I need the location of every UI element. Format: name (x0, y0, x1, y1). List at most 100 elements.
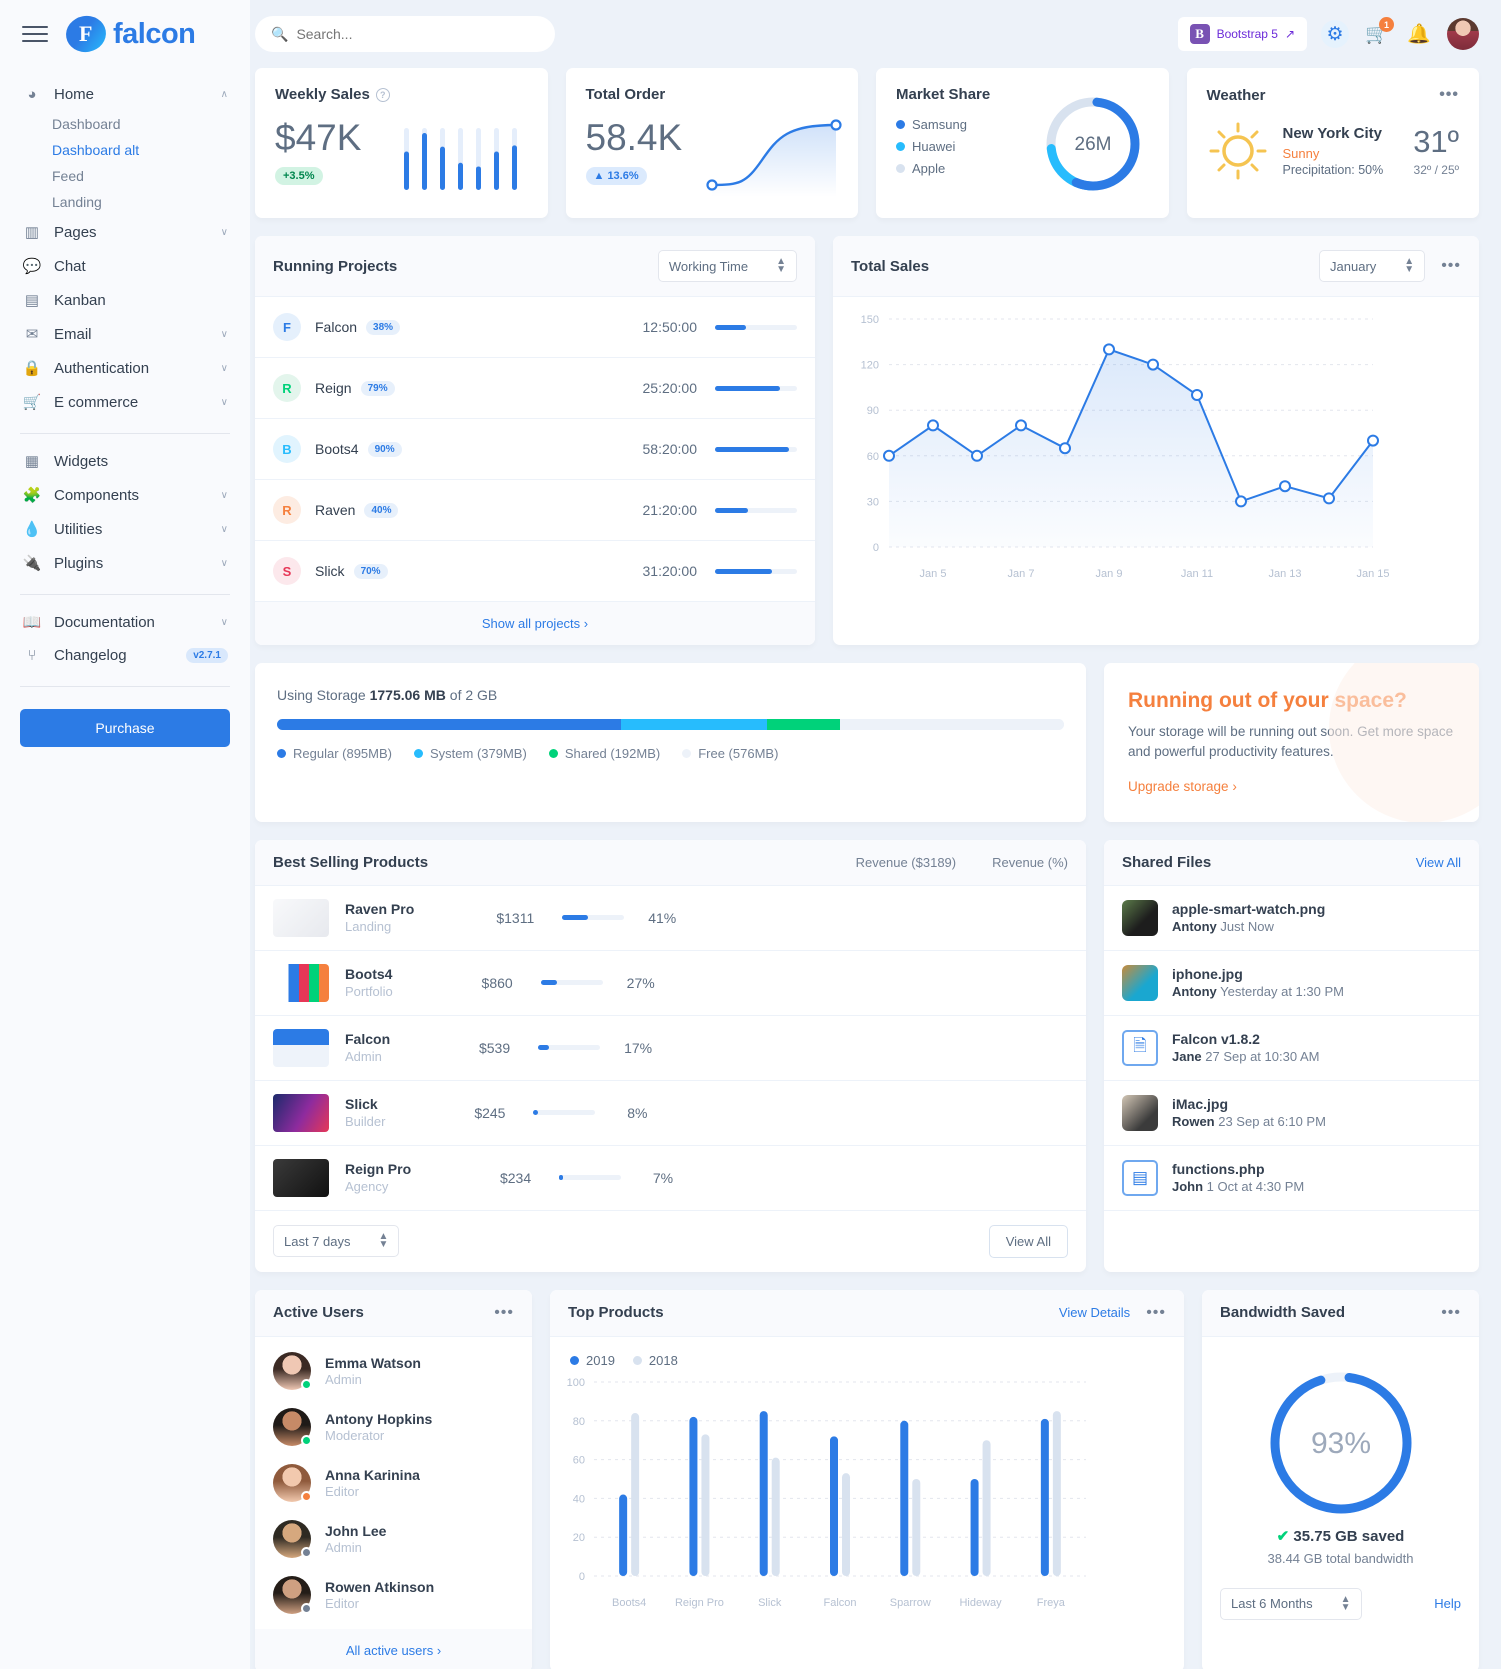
sidebar-item-ecommerce[interactable]: 🛒 E commerce ∨ (20, 385, 230, 419)
brand-logo[interactable]: F falcon (63, 12, 196, 56)
weather-body: New York City Sunny Precipitation: 50% 3… (1207, 120, 1459, 182)
running-projects-title: Running Projects (273, 257, 398, 275)
market-share-center: 26M (1074, 134, 1111, 155)
view-details-link[interactable]: View Details (1058, 1305, 1131, 1320)
month-select[interactable]: January ▲ ▼ (1319, 250, 1426, 282)
project-progress-bar (715, 446, 797, 452)
topbar-actions: B Bootstrap 5 ↗ ⚙ 🛒 1 🔔 (1177, 17, 1479, 51)
file-row[interactable]: ▤ functions.php John 1 Oct at 4:30 PM (1104, 1146, 1479, 1211)
weather-condition: Sunny (1282, 146, 1320, 161)
sidebar-item-label: Kanban (54, 291, 106, 309)
file-name: iphone.jpg (1172, 966, 1243, 982)
avatar[interactable] (1447, 18, 1479, 50)
project-row[interactable]: F Falcon 38% 12:50:00 (255, 297, 815, 358)
sidebar-item-chat[interactable]: 💬 Chat (20, 249, 230, 283)
sidebar-item-authentication[interactable]: 🔒 Authentication ∨ (20, 351, 230, 385)
product-row[interactable]: Raven Pro Landing $1311 41% (255, 886, 1086, 951)
project-progress-badge: 79% (360, 380, 395, 396)
view-all-products-button[interactable]: View All (988, 1224, 1068, 1258)
cart-icon[interactable]: 🛒 1 (1363, 17, 1394, 48)
sidebar-item-kanban[interactable]: ▤ Kanban (20, 283, 230, 317)
user-row[interactable]: Anna Karinina Editor (255, 1455, 532, 1511)
sidebar-item-components[interactable]: 🧩 Components ∨ (20, 478, 230, 512)
shared-files-title: Shared Files (1122, 853, 1212, 871)
bandwidth-center-label: 93% (1310, 1427, 1370, 1460)
project-progress-bar (715, 568, 797, 574)
search-box[interactable]: 🔍 (255, 16, 555, 52)
sidebar-item-plugins[interactable]: 🔌 Plugins ∨ (20, 546, 230, 580)
project-time: 12:50:00 (642, 319, 698, 335)
sidebar-item-email[interactable]: ✉ Email ∨ (20, 317, 230, 351)
project-row[interactable]: R Raven 40% 21:20:00 (255, 480, 815, 541)
card-title: Total Order (586, 86, 839, 103)
sidebar-subitem-dashboard-alt[interactable]: Dashboard alt (52, 142, 140, 158)
help-icon[interactable]: ? (375, 87, 390, 102)
user-row[interactable]: Emma Watson Admin (255, 1343, 532, 1399)
purchase-button[interactable]: Purchase (20, 709, 230, 747)
show-all-projects-link[interactable]: Show all projects › (255, 602, 815, 645)
product-row[interactable]: Boots4 Portfolio $860 27% (255, 951, 1086, 1016)
more-options-icon[interactable]: ••• (1441, 257, 1461, 274)
bell-icon[interactable]: 🔔 (1407, 24, 1431, 45)
weather-precipitation: Precipitation: 50% (1282, 163, 1384, 177)
bandwidth-footer: Last 6 Months ▲ ▼ Help (1202, 1566, 1479, 1636)
sidebar-subitem-feed[interactable]: Feed (52, 168, 84, 184)
sidebar-subitem-landing[interactable]: Landing (52, 194, 102, 210)
avatar (273, 1463, 312, 1502)
sidebar-item-utilities[interactable]: 💧 Utilities ∨ (20, 512, 230, 546)
more-options-icon[interactable]: ••• (1439, 86, 1459, 103)
project-row[interactable]: S Slick 70% 31:20:00 (255, 541, 815, 602)
period-select[interactable]: Last 6 Months ▲ ▼ (1220, 1587, 1362, 1620)
file-row[interactable]: iphone.jpg Antony Yesterday at 1:30 PM (1104, 951, 1479, 1016)
all-active-users-link[interactable]: All active users › (255, 1628, 532, 1669)
upgrade-storage-link[interactable]: Upgrade storage › (1128, 778, 1237, 794)
check-icon: ✔ (1276, 1527, 1290, 1545)
project-row[interactable]: B Boots4 90% 58:20:00 (255, 419, 815, 480)
more-options-icon[interactable]: ••• (494, 1303, 514, 1321)
sidebar-item-pages[interactable]: ▥ Pages ∨ (20, 215, 230, 249)
search-input[interactable] (296, 26, 539, 42)
product-row[interactable]: Slick Builder $245 8% (255, 1081, 1086, 1146)
sidebar-item-widgets[interactable]: ▦ Widgets (20, 444, 230, 478)
product-category: Builder (345, 1114, 386, 1129)
working-time-select[interactable]: Working Time ▲ ▼ (657, 250, 797, 282)
more-options-icon[interactable]: ••• (1146, 1303, 1166, 1321)
total-sales-card: Total Sales January ▲ ▼ ••• 0 30 60 90 120 150… (833, 236, 1479, 645)
project-row[interactable]: R Reign 79% 25:20:00 (255, 358, 815, 419)
sidebar-item-changelog[interactable]: ⑂ Changelog v2.7.1 (20, 639, 230, 672)
menu-toggle-button[interactable] (22, 21, 48, 47)
help-link[interactable]: Help (1434, 1596, 1461, 1611)
bootstrap-version-button[interactable]: B Bootstrap 5 ↗ (1177, 17, 1307, 51)
sidebar-subitem-dashboard[interactable]: Dashboard (52, 116, 121, 132)
avatar (273, 1351, 312, 1390)
view-all-files-link[interactable]: View All (1415, 854, 1461, 870)
sidebar-item-documentation[interactable]: 📖 Documentation ∨ (20, 605, 230, 639)
file-row[interactable]: apple-smart-watch.png Antony Just Now (1104, 886, 1479, 951)
user-name: Antony Hopkins (325, 1410, 433, 1427)
product-row[interactable]: Reign Pro Agency $234 7% (255, 1146, 1086, 1211)
weekly-sales-change: +3.5% (275, 167, 323, 185)
sidebar-item-home[interactable]: ◕ Home ∧ (20, 78, 230, 111)
select-value: Last 6 Months (1231, 1596, 1313, 1611)
product-category: Admin (345, 1049, 382, 1064)
file-row[interactable]: iMac.jpg Rowen 23 Sep at 6:10 PM (1104, 1081, 1479, 1146)
storage-row: Using Storage 1775.06 MB of 2 GB Regular… (255, 663, 1479, 822)
sidebar-item-label: Email (54, 325, 92, 343)
legend-item: Apple (896, 161, 1149, 176)
user-row[interactable]: Rowen Atkinson Editor (255, 1567, 532, 1623)
date-range-select[interactable]: Last 7 days ▲ ▼ (273, 1225, 400, 1257)
card-header: Total Sales January ▲ ▼ ••• (833, 236, 1479, 297)
best-selling-title: Best Selling Products (273, 853, 429, 871)
card-header: Bandwidth Saved ••• (1202, 1289, 1479, 1337)
svg-text:60: 60 (573, 1454, 585, 1466)
user-row[interactable]: Antony Hopkins Moderator (255, 1399, 532, 1455)
sidebar-item-label: Authentication (54, 359, 150, 377)
more-options-icon[interactable]: ••• (1441, 1303, 1461, 1321)
file-row[interactable]: 🗎 Falcon v1.8.2 Jane 27 Sep at 10:30 AM (1104, 1016, 1479, 1081)
user-row[interactable]: John Lee Admin (255, 1511, 532, 1567)
product-category: Portfolio (345, 984, 393, 999)
product-row[interactable]: Falcon Admin $539 17% (255, 1016, 1086, 1081)
sidebar-item-label: Chat (54, 257, 86, 275)
storage-segment (840, 719, 1064, 730)
gear-icon[interactable]: ⚙ (1321, 20, 1349, 48)
